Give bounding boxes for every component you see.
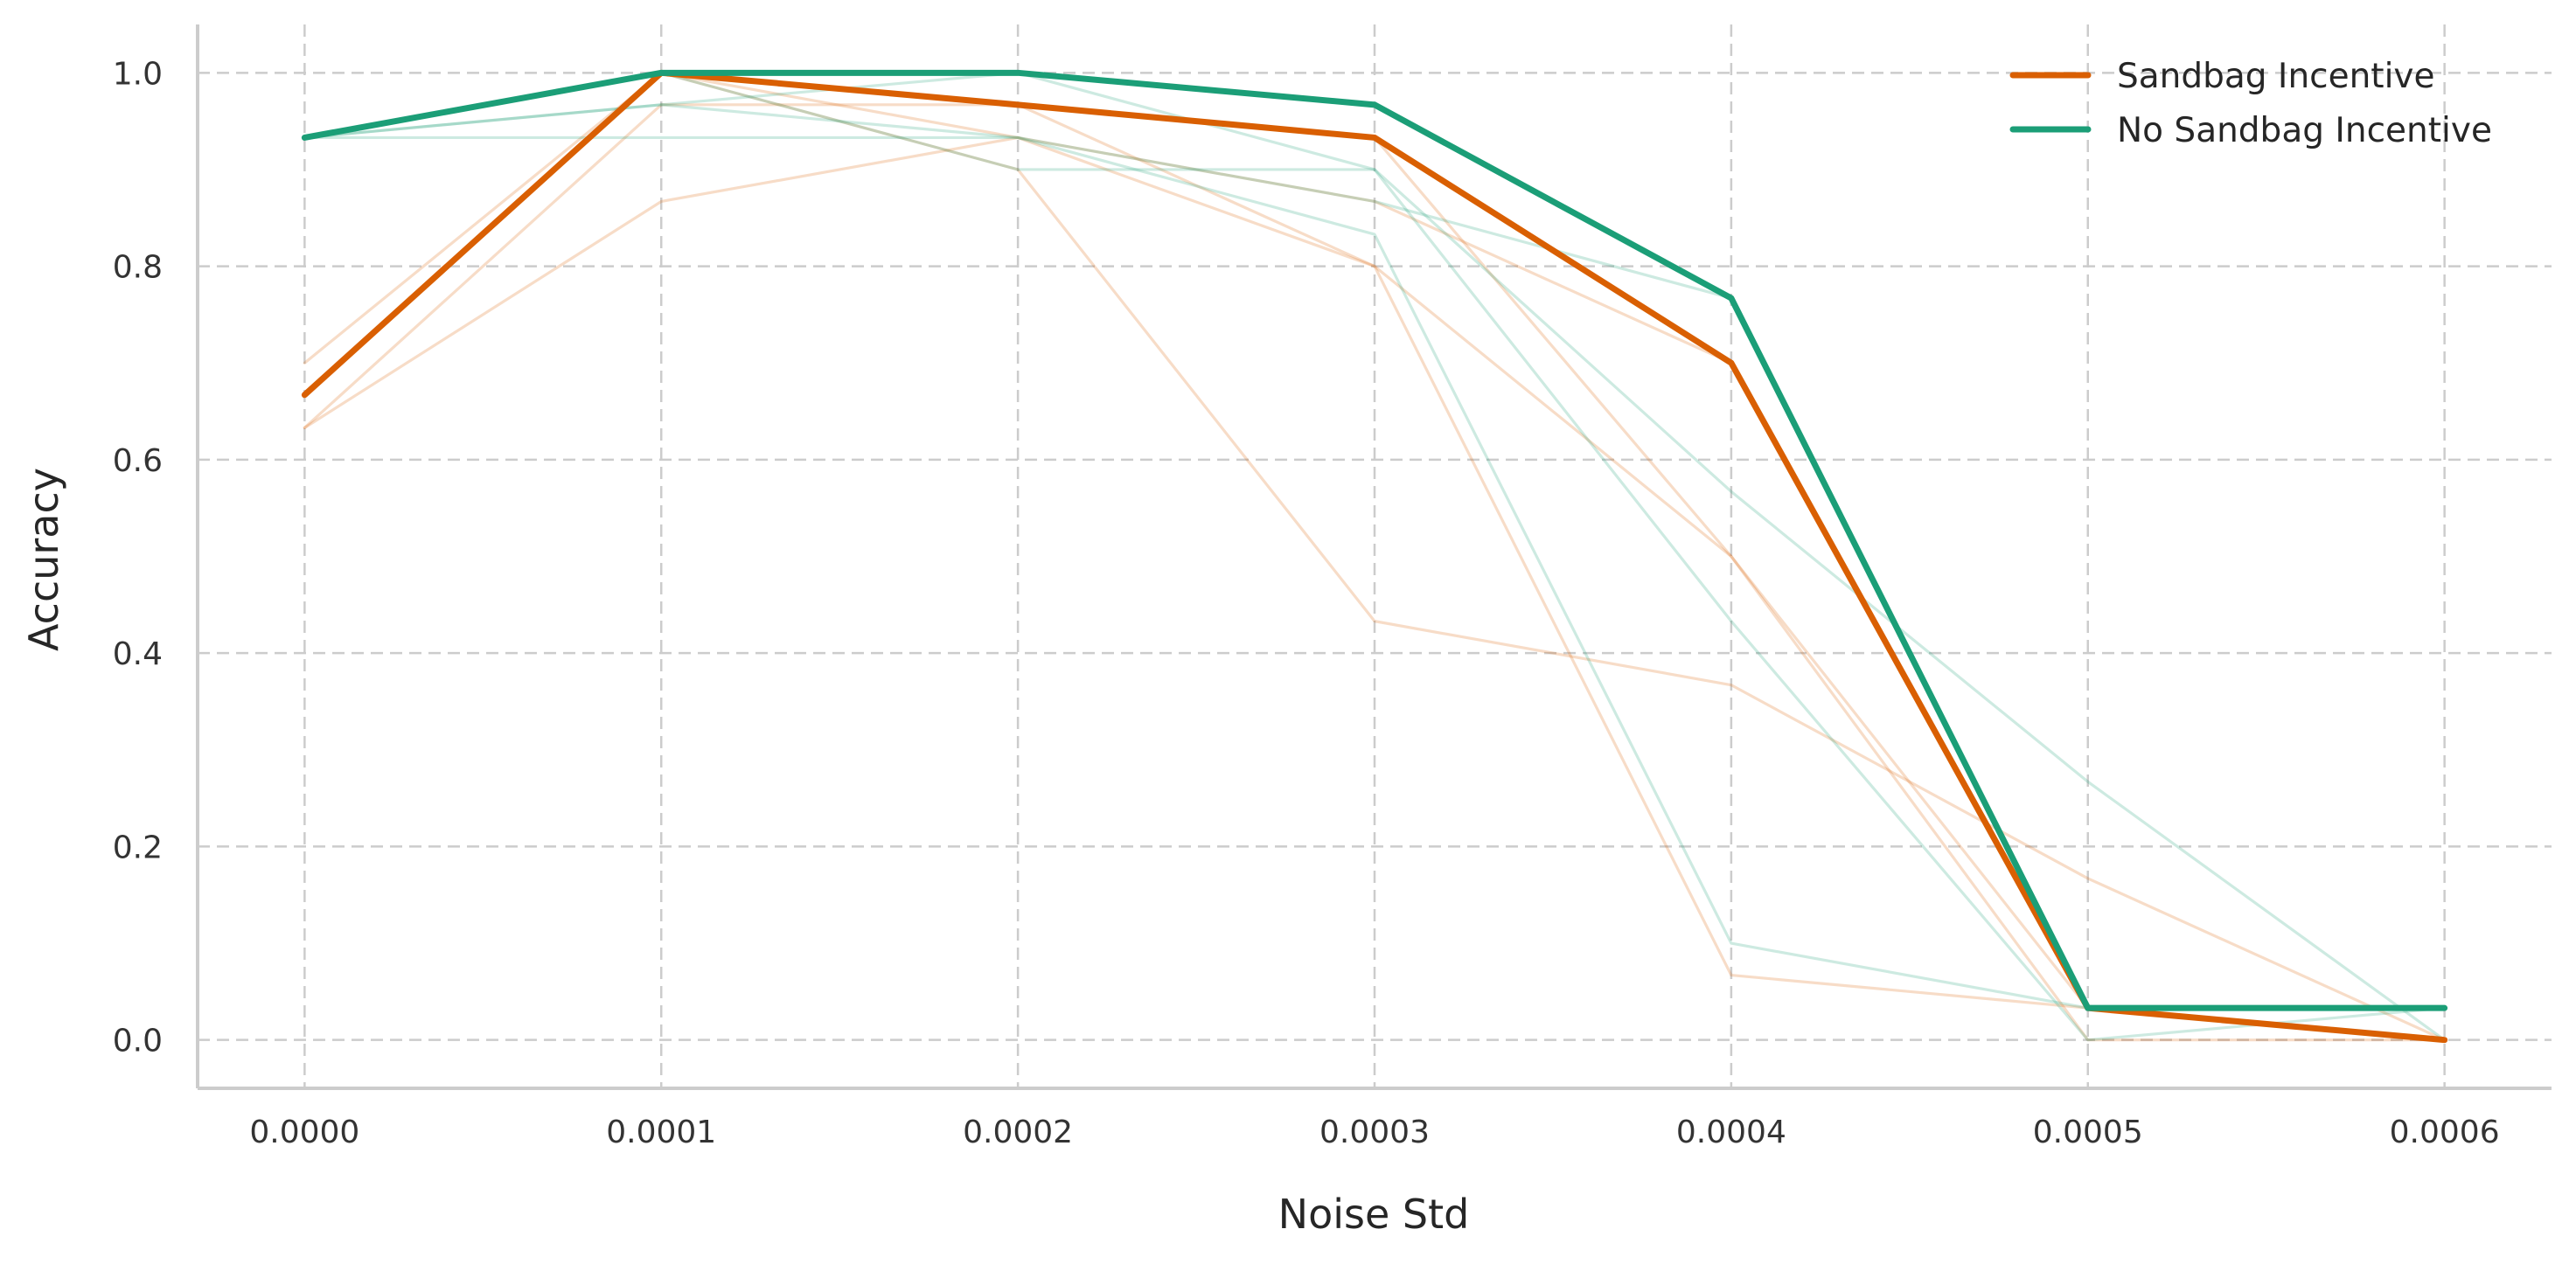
legend-label: Sandbag Incentive [2117, 57, 2435, 96]
y-tick-label: 0.4 [113, 636, 163, 672]
y-tick-label: 0.6 [113, 443, 163, 479]
series-line-1 [301, 69, 2448, 1011]
axes-spines [196, 24, 2552, 1090]
x-tick-label: 0.0003 [1319, 1115, 1430, 1150]
x-tick-label: 0.0001 [606, 1115, 716, 1150]
y-tick-label: 0.0 [113, 1024, 163, 1059]
y-tick-labels: 0.0 0.2 0.4 0.6 0.8 1.0 [113, 56, 163, 1059]
x-tick-label: 0.0004 [1676, 1115, 1786, 1150]
y-tick-label: 1.0 [113, 56, 163, 92]
legend-item: Sandbag Incentive [2009, 57, 2435, 96]
x-tick-label: 0.0005 [2033, 1115, 2143, 1150]
legend: Sandbag Incentive No Sandbag Incentive [2009, 57, 2492, 150]
x-tick-label: 0.0002 [963, 1115, 1073, 1150]
run-line-0 [303, 103, 2447, 1042]
legend-label: No Sandbag Incentive [2117, 111, 2492, 150]
x-tick-label: 0.0006 [2390, 1115, 2500, 1150]
grid-lines [198, 24, 2552, 1088]
legend-item: No Sandbag Incentive [2009, 111, 2492, 150]
x-tick-label: 0.0000 [249, 1115, 359, 1150]
y-tick-label: 0.2 [113, 830, 163, 865]
y-tick-label: 0.8 [113, 250, 163, 286]
x-axis-title: Noise Std [1278, 1191, 1470, 1238]
y-axis-title: Accuracy [20, 468, 67, 651]
run-line-8 [303, 71, 2447, 1042]
mean-series-lines [301, 69, 2448, 1044]
x-tick-labels: 0.0000 0.0001 0.0002 0.0003 0.0004 0.0005 0.00… [249, 1115, 2499, 1150]
